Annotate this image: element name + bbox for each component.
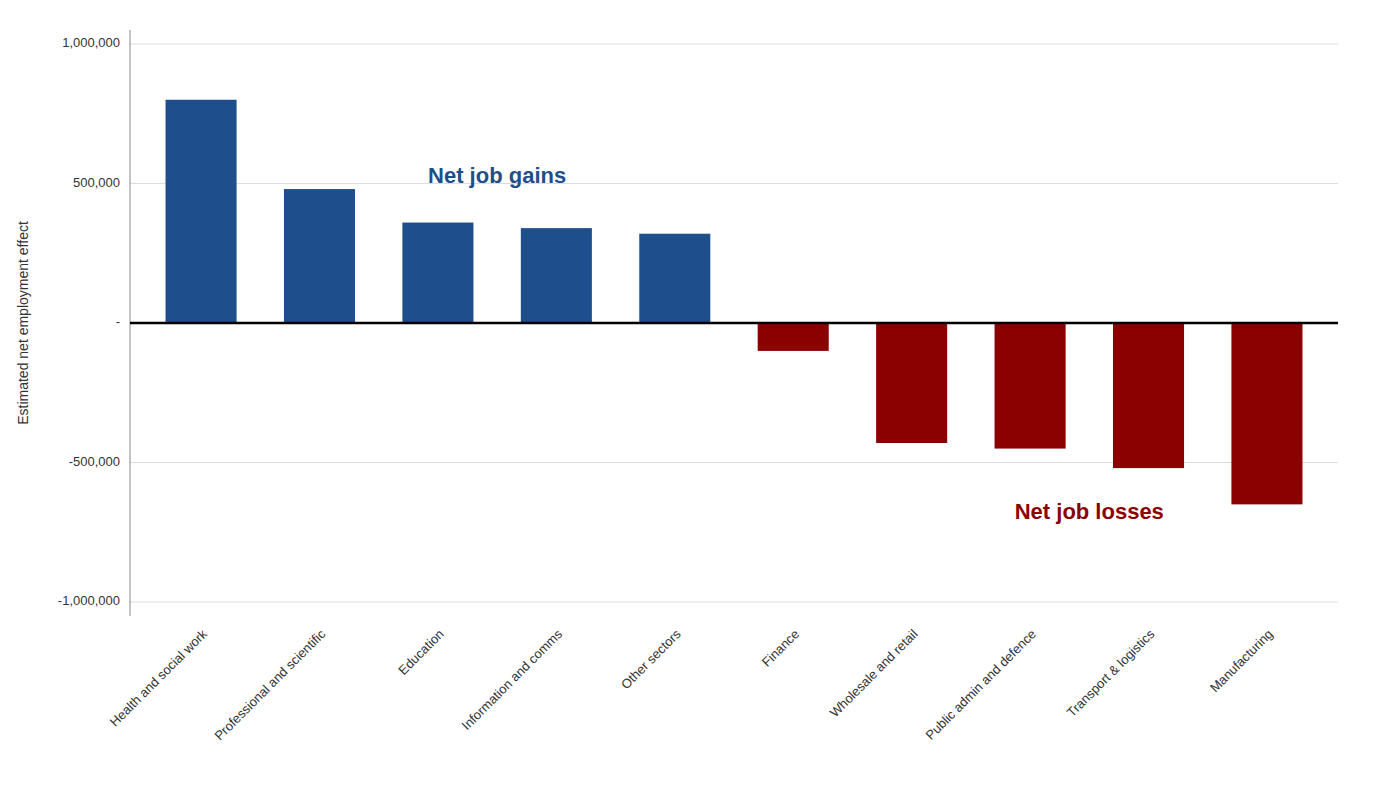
y-tick-label: -1,000,000 bbox=[58, 593, 120, 608]
y-axis-label: Estimated net employment effect bbox=[15, 221, 31, 425]
bar bbox=[1113, 323, 1184, 468]
bar bbox=[284, 189, 355, 323]
y-tick-label: - bbox=[116, 314, 120, 329]
bar bbox=[1231, 323, 1302, 504]
y-tick-label: 1,000,000 bbox=[62, 35, 120, 50]
x-tick-label: Finance bbox=[759, 626, 802, 669]
annotation: Net job losses bbox=[1015, 499, 1164, 524]
x-tick-label: Information and comms bbox=[459, 626, 566, 733]
bar bbox=[995, 323, 1066, 449]
grid-line bbox=[130, 323, 1338, 324]
x-tick-label: Professional and scientific bbox=[212, 626, 329, 743]
bar bbox=[876, 323, 947, 443]
bar bbox=[166, 100, 237, 323]
y-tick-label: 500,000 bbox=[73, 175, 120, 190]
grid-line bbox=[130, 602, 1338, 603]
bar bbox=[402, 223, 473, 323]
x-tick-label: Transport & logistics bbox=[1064, 626, 1158, 720]
x-tick-label: Manufacturing bbox=[1207, 626, 1276, 695]
grid-line bbox=[130, 183, 1338, 184]
x-tick-label: Education bbox=[395, 626, 446, 677]
bar bbox=[639, 234, 710, 323]
x-tick-label: Other sectors bbox=[618, 626, 684, 692]
zero-line bbox=[130, 322, 1338, 325]
x-tick-label: Public admin and defence bbox=[923, 626, 1039, 742]
chart-container: -1,000,000-500,000-500,0001,000,000Healt… bbox=[0, 0, 1378, 811]
bar bbox=[521, 228, 592, 323]
grid bbox=[130, 44, 1338, 602]
grid-line bbox=[130, 43, 1338, 44]
bar bbox=[758, 323, 829, 351]
chart: -1,000,000-500,000-500,0001,000,000Healt… bbox=[0, 0, 1378, 811]
y-tick-label: -500,000 bbox=[69, 454, 120, 469]
annotation: Net job gains bbox=[428, 163, 566, 188]
x-tick-label: Health and social work bbox=[107, 626, 210, 729]
x-tick-label: Wholesale and retail bbox=[827, 626, 921, 720]
bars bbox=[130, 100, 1338, 505]
